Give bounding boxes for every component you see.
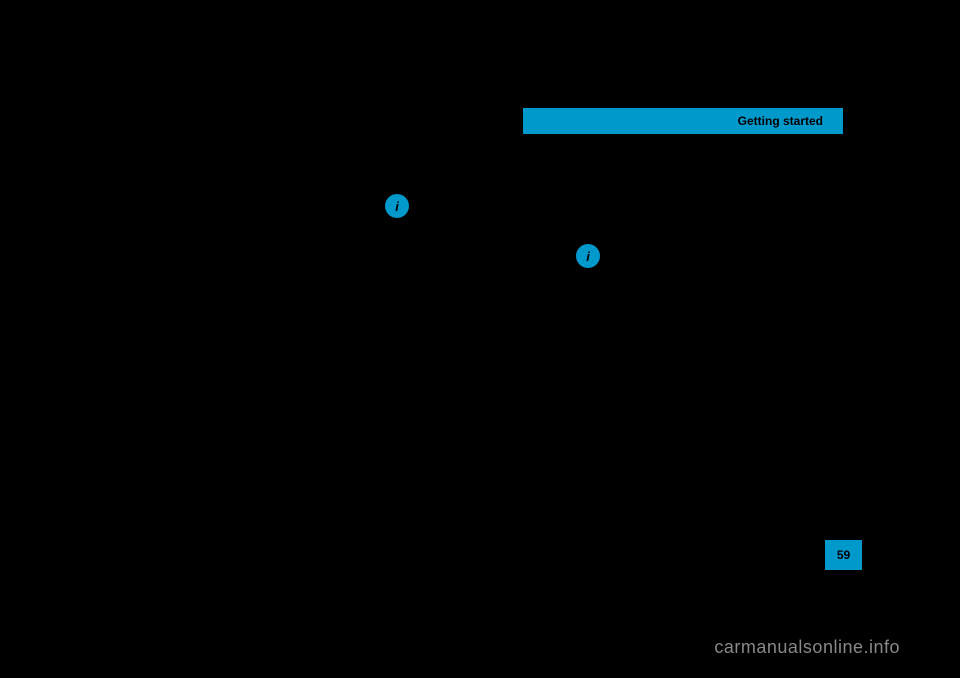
- section-header-bar: Getting started: [523, 108, 843, 134]
- info-icon-symbol: i: [395, 199, 399, 214]
- page-number-box: 59: [825, 540, 862, 570]
- info-icon: i: [385, 194, 409, 218]
- page-container: Getting started i i 59 carmanualsonline.…: [0, 0, 960, 678]
- watermark-text: carmanualsonline.info: [714, 637, 900, 658]
- section-header-title: Getting started: [738, 114, 823, 128]
- page-number: 59: [837, 548, 850, 562]
- info-icon: i: [576, 244, 600, 268]
- info-icon-symbol: i: [586, 249, 590, 264]
